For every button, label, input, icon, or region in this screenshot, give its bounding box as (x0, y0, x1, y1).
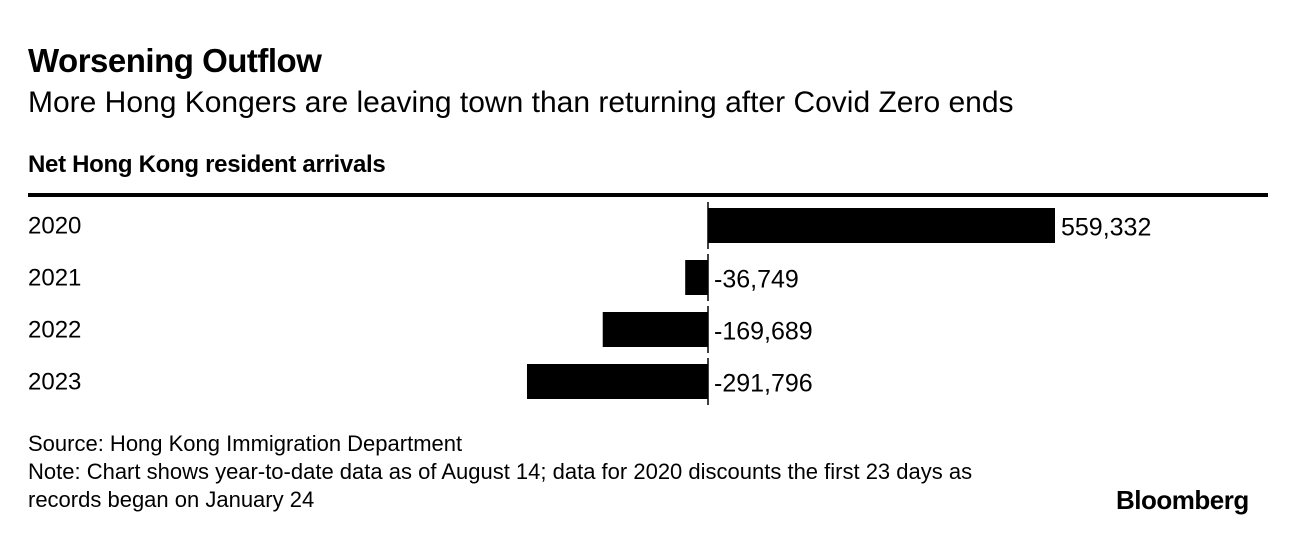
bar-2022 (602, 312, 708, 347)
category-label: 2023 (28, 369, 81, 396)
bloomberg-logo: Bloomberg (1116, 485, 1249, 515)
chart-label: Net Hong Kong resident arrivals (28, 151, 386, 178)
category-label: 2022 (28, 317, 81, 344)
top-rule (28, 193, 1268, 197)
category-label: 2021 (28, 265, 81, 292)
source-note: Source: Hong Kong Immigration Department… (28, 430, 1028, 514)
source-text: Source: Hong Kong Immigration Department (28, 431, 463, 456)
value-label: 559,332 (1061, 214, 1151, 242)
bar-2020 (708, 208, 1055, 243)
category-label: 2020 (28, 213, 81, 240)
value-label: -169,689 (714, 318, 813, 346)
bar-2023 (526, 364, 708, 399)
chart-subtitle: More Hong Kongers are leaving town than … (28, 86, 1014, 119)
note-text: Note: Chart shows year-to-date data as o… (28, 459, 973, 512)
chart-title: Worsening Outflow (28, 42, 322, 79)
bar-2021 (685, 260, 708, 295)
bar-chart: 2020 559,332 2021 -36,749 2022 -169,689 2023 -2… (28, 202, 1151, 405)
value-label: -36,749 (714, 266, 799, 294)
value-label: -291,796 (714, 370, 813, 398)
